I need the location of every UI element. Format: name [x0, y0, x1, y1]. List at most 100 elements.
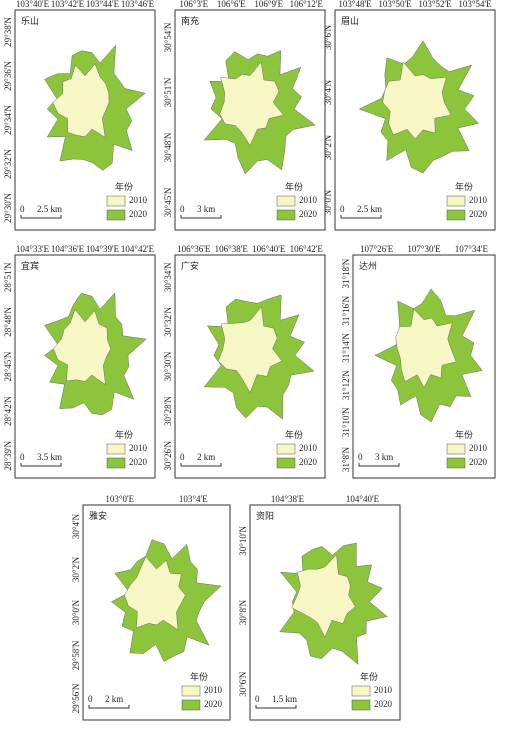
urban-area-2010 [291, 554, 356, 638]
longitude-label: 104°40'E [346, 494, 380, 504]
urban-area-2010 [124, 556, 186, 631]
legend-label: 2020 [469, 457, 488, 467]
latitude-label: 29°58'N [71, 640, 81, 670]
legend-title: 年份 [285, 429, 303, 440]
map-panel: 宜宾 104°33'E 104°36'E 104°39'E 104°42'E 28°51'… [3, 244, 156, 479]
scale-origin: 0 [255, 694, 260, 704]
latitude-label: 31°8'N [341, 446, 351, 472]
legend-label: 2010 [129, 443, 148, 453]
legend-title: 年份 [455, 429, 473, 440]
map-panel: 广安 106°36'E 106°38'E 106°40'E 106°42'E 30°34'… [163, 244, 326, 479]
legend-label: 2010 [374, 685, 393, 695]
legend-title: 年份 [115, 181, 133, 192]
scale-label: 2 km [197, 452, 215, 462]
legend-swatch [446, 209, 466, 221]
scale-label: 3.5 km [37, 452, 62, 462]
legend-swatch [446, 195, 466, 207]
legend-title: 年份 [190, 671, 208, 682]
legend-label: 2010 [299, 195, 318, 205]
latitude-label: 28°39'N [3, 440, 13, 470]
legend-label: 2010 [469, 195, 488, 205]
longitude-label: 106°6'E [217, 0, 246, 9]
map-panel: 资阳 104°38'E 104°40'E 30°10'N 30°8'N 30°6'N 0 1.… [238, 494, 401, 721]
legend-swatch [106, 195, 126, 207]
legend-title: 年份 [115, 429, 133, 440]
scale-bar [20, 463, 62, 467]
longitude-label: 103°40'E [16, 0, 50, 9]
legend-swatch [351, 685, 371, 697]
latitude-label: 31°18'N [341, 258, 351, 288]
latitude-label: 30°2'N [323, 134, 333, 160]
urban-area-2010 [217, 306, 283, 394]
legend-swatch [106, 443, 126, 455]
scale-origin: 0 [180, 452, 185, 462]
latitude-label: 29°36'N [3, 61, 13, 91]
panel-title: 雅安 [89, 510, 107, 521]
map-panel: 雅安 103°0'E 103°4'E 30°4'N 30°2'N 30°0'N 29°58'… [71, 494, 231, 721]
legend-label: 2010 [469, 443, 488, 453]
scale-bar [180, 215, 222, 219]
legend-swatch [181, 699, 201, 711]
urban-area-2010 [382, 61, 452, 140]
longitude-label: 103°0'E [105, 494, 134, 504]
longitude-label: 107°26'E [360, 244, 394, 254]
legend-swatch [276, 443, 296, 455]
scale-label: 2.5 km [357, 204, 382, 214]
panel-title: 资阳 [256, 511, 274, 521]
latitude-label: 30°6'N [238, 671, 248, 697]
scale-label: 3 km [197, 204, 215, 214]
latitude-label: 30°2'N [71, 556, 81, 582]
longitude-label: 104°42'E [121, 244, 155, 254]
longitude-label: 104°39'E [86, 244, 120, 254]
longitude-label: 106°12'E [290, 0, 324, 9]
scale-origin: 0 [340, 204, 345, 214]
scale-origin: 0 [88, 694, 93, 704]
latitude-label: 28°42'N [3, 396, 13, 426]
map-panel: 达州 107°26'E 107°30'E 107°34'E 31°18'N 31°16'N… [341, 244, 496, 479]
latitude-label: 30°54'N [163, 22, 173, 52]
scale-label: 1.5 km [272, 694, 297, 704]
legend-label: 2020 [129, 209, 148, 219]
panel-title: 乐山 [21, 15, 39, 26]
latitude-label: 31°12'N [341, 370, 351, 400]
latitude-label: 29°30'N [3, 193, 13, 223]
scale-origin: 0 [180, 204, 185, 214]
longitude-label: 106°42'E [290, 244, 324, 254]
latitude-label: 30°8'N [238, 599, 248, 625]
legend-title: 年份 [285, 181, 303, 192]
latitude-label: 31°16'N [341, 295, 351, 325]
panel-title: 宜宾 [21, 260, 39, 271]
panel-title: 眉山 [341, 16, 359, 26]
urban-area-2010 [395, 308, 457, 389]
map-panel: 眉山 103°48'E 103°50'E 103°52'E 103°54'E 30°6'N… [323, 0, 496, 231]
latitude-label: 28°45'N [3, 351, 13, 381]
legend-label: 2020 [374, 699, 393, 709]
legend-swatch [276, 195, 296, 207]
scale-label: 3 km [375, 452, 393, 462]
legend-title: 年份 [360, 671, 378, 682]
latitude-label: 30°0'N [323, 189, 333, 215]
urban-area-2010 [52, 63, 110, 138]
scale-origin: 0 [358, 452, 363, 462]
latitude-label: 30°10'N [238, 525, 248, 555]
latitude-label: 31°10'N [341, 407, 351, 437]
longitude-label: 106°40'E [252, 244, 286, 254]
latitude-label: 29°34'N [3, 105, 13, 135]
longitude-label: 103°52'E [418, 0, 452, 9]
longitude-label: 103°46'E [121, 0, 155, 9]
scale-bar [255, 705, 297, 709]
legend-label: 2020 [299, 209, 318, 219]
latitude-label: 29°32'N [3, 149, 13, 179]
scale-bar [20, 215, 62, 219]
urban-area-2010 [53, 309, 111, 386]
scale-label: 2 km [105, 694, 123, 704]
latitude-label: 30°28'N [163, 396, 173, 426]
latitude-label: 30°30'N [163, 351, 173, 381]
legend-label: 2020 [299, 457, 318, 467]
legend-label: 2010 [204, 685, 223, 695]
panel-title: 南充 [181, 15, 199, 26]
latitude-label: 30°51'N [163, 77, 173, 107]
legend-label: 2010 [299, 443, 318, 453]
urban-area-2010 [219, 61, 284, 146]
